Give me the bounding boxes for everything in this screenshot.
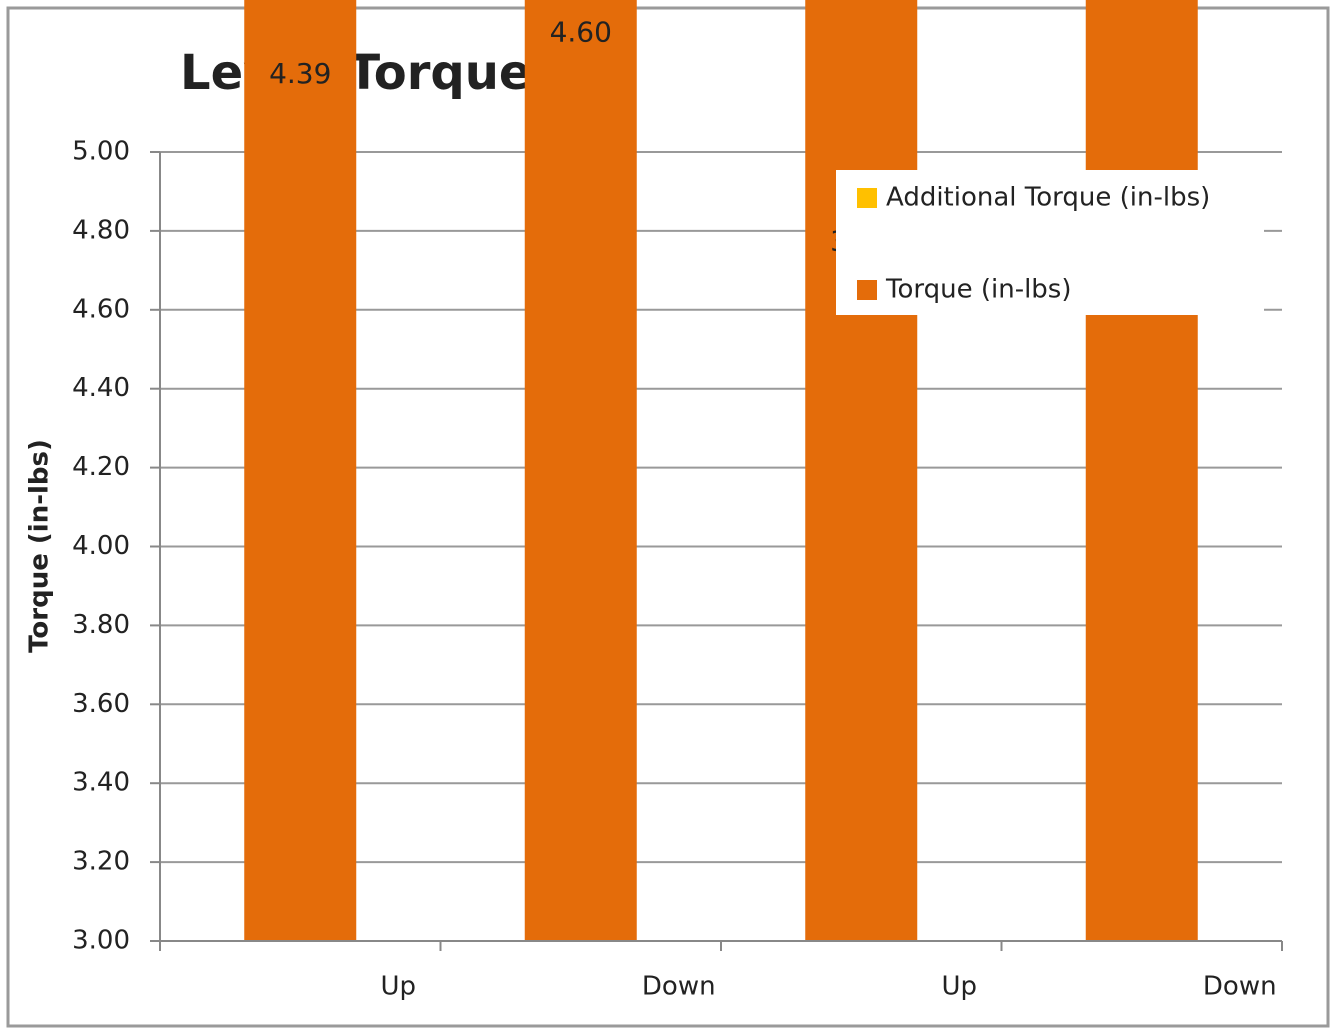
y-tick-label: 4.40	[72, 373, 130, 403]
x-tick-label: Down	[1203, 972, 1277, 1002]
y-tick-label: 5.00	[72, 137, 130, 167]
y-tick-label: 4.80	[72, 215, 130, 245]
y-tick-label: 3.80	[72, 610, 130, 640]
legend-swatch	[857, 188, 877, 208]
y-tick-label: 4.00	[72, 531, 130, 561]
bar-segment	[805, 0, 918, 942]
y-tick-label: 4.60	[72, 294, 130, 324]
legend-label: Torque (in-lbs)	[885, 275, 1072, 305]
y-tick-label: 3.60	[72, 689, 130, 719]
y-tick-label: 3.40	[72, 768, 130, 798]
x-tick-label: Down	[642, 972, 716, 1002]
data-label: 4.39	[269, 57, 331, 90]
x-tick-label: Up	[380, 972, 416, 1002]
x-tick-label: Up	[941, 972, 977, 1002]
bar-segment	[524, 0, 637, 941]
legend-label: Additional Torque (in-lbs)	[886, 183, 1210, 213]
y-tick-label: 3.20	[72, 847, 130, 877]
bar-segment	[244, 0, 357, 941]
legend-box	[836, 170, 1264, 315]
y-tick-label: 4.20	[72, 452, 130, 482]
y-axis-label: Torque (in-lbs)	[25, 439, 55, 653]
data-label: 4.60	[550, 16, 612, 49]
legend-swatch	[857, 280, 877, 300]
y-tick-label: 3.00	[72, 926, 130, 956]
bar-segment	[1085, 0, 1198, 941]
